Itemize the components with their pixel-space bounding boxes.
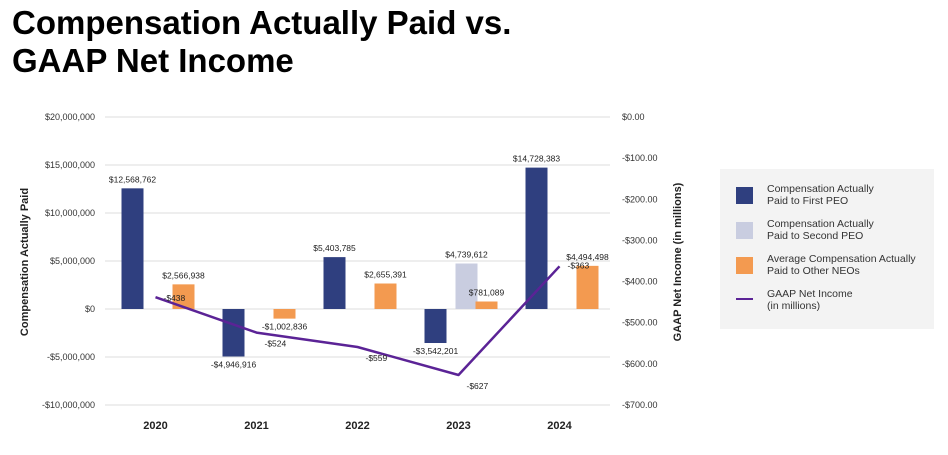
bar-other-neos-label: $4,494,498	[566, 252, 609, 262]
bar-other-neos-label: $2,566,938	[162, 270, 205, 280]
page-title-line-2: GAAP Net Income	[12, 42, 294, 79]
bar-other-neos	[576, 265, 599, 309]
legend-label-first-peo: Compensation Actually Paid to First PEO	[767, 183, 937, 207]
bar-other-neos	[374, 283, 397, 309]
y-right-axis-title: GAAP Net Income (in millions)	[672, 182, 684, 341]
bar-first-peo-label: -$3,542,201	[413, 346, 459, 356]
legend-item-net-income: GAAP Net Income (in millions)	[736, 288, 937, 312]
bar-first-peo	[424, 309, 447, 344]
legend-label-second-peo-line-2: Paid to Second PEO	[767, 230, 864, 242]
y-right-tick-label: -$100.00	[622, 153, 658, 163]
legend-label-other-neos: Average Compensation Actually Paid to Ot…	[767, 253, 937, 277]
bar-other-neos-label: $781,089	[469, 288, 505, 298]
legend-label-other-neos-line-1: Average Compensation Actually	[767, 253, 916, 265]
y-right-tick-label: $0.00	[622, 112, 645, 122]
y-right-tick-label: -$600.00	[622, 359, 658, 369]
x-tick-label: 2020	[143, 420, 167, 432]
legend-item-other-neos: Average Compensation Actually Paid to Ot…	[736, 253, 937, 277]
page-title-line-1: Compensation Actually Paid vs.	[12, 4, 512, 41]
y-right-tick-label: -$500.00	[622, 318, 658, 328]
y-axis-title: Compensation Actually Paid	[19, 188, 31, 336]
y-right-tick-label: -$400.00	[622, 277, 658, 287]
bar-other-neos	[273, 309, 296, 319]
bar-first-peo-label: -$4,946,916	[211, 359, 257, 369]
x-tick-label: 2024	[547, 420, 572, 432]
legend-item-second-peo: Compensation Actually Paid to Second PEO	[736, 218, 937, 242]
x-tick-label: 2021	[244, 420, 268, 432]
y-tick-label: -$5,000,000	[47, 352, 95, 362]
bar-other-neos	[172, 284, 195, 309]
line-net-income-label: -$438	[164, 293, 186, 303]
legend-label-second-peo-line-1: Compensation Actually	[767, 218, 874, 230]
legend-label-net-income-line-2: (in millions)	[767, 300, 821, 312]
legend-label-second-peo: Compensation Actually Paid to Second PEO	[767, 218, 937, 242]
legend-swatch-other-neos	[736, 257, 753, 274]
line-net-income-label: -$524	[265, 339, 287, 349]
legend-label-first-peo-line-2: Paid to First PEO	[767, 195, 849, 207]
legend-label-net-income: GAAP Net Income (in millions)	[767, 288, 937, 312]
bar-first-peo	[121, 188, 144, 309]
line-net-income	[155, 265, 561, 377]
y-tick-label: $20,000,000	[45, 112, 95, 122]
bar-other-neos	[475, 301, 498, 309]
bar-first-peo-label: $5,403,785	[313, 243, 356, 253]
x-tick-label: 2022	[345, 420, 369, 432]
bar-first-peo	[222, 309, 245, 357]
legend-swatch-second-peo	[736, 222, 753, 239]
x-tick-label: 2023	[446, 420, 470, 432]
bar-first-peo	[323, 257, 346, 309]
y-right-tick-label: -$700.00	[622, 400, 658, 410]
legend-item-first-peo: Compensation Actually Paid to First PEO	[736, 183, 937, 207]
bar-first-peo-label: $12,568,762	[109, 174, 157, 184]
legend-label-other-neos-line-2: Paid to Other NEOs	[767, 265, 860, 277]
y-tick-label: $0	[85, 304, 95, 314]
legend-label-first-peo-line-1: Compensation Actually	[767, 183, 874, 195]
y-right-tick-label: -$300.00	[622, 235, 658, 245]
legend-label-net-income-line-1: GAAP Net Income	[767, 288, 853, 300]
line-net-income-label: -$559	[366, 353, 388, 363]
legend-swatch-first-peo	[736, 187, 753, 204]
legend: Compensation Actually Paid to First PEO …	[720, 169, 934, 329]
y-tick-label: $10,000,000	[45, 208, 95, 218]
bar-other-neos-label: $2,655,391	[364, 270, 407, 280]
page-title: Compensation Actually Paid vs. GAAP Net …	[12, 4, 511, 80]
y-tick-label: -$10,000,000	[42, 400, 95, 410]
bar-second-peo	[455, 263, 478, 309]
bar-first-peo	[525, 167, 548, 309]
y-tick-label: $5,000,000	[50, 256, 95, 266]
line-net-income-label: -$363	[568, 260, 590, 270]
bar-other-neos-label: -$1,002,836	[262, 322, 308, 332]
line-net-income-label: -$627	[467, 381, 489, 391]
legend-line-net-income	[736, 298, 753, 300]
bar-second-peo-label: $4,739,612	[445, 249, 488, 259]
y-tick-label: $15,000,000	[45, 160, 95, 170]
bar-first-peo-label: $14,728,383	[513, 154, 561, 164]
y-right-tick-label: -$200.00	[622, 194, 658, 204]
